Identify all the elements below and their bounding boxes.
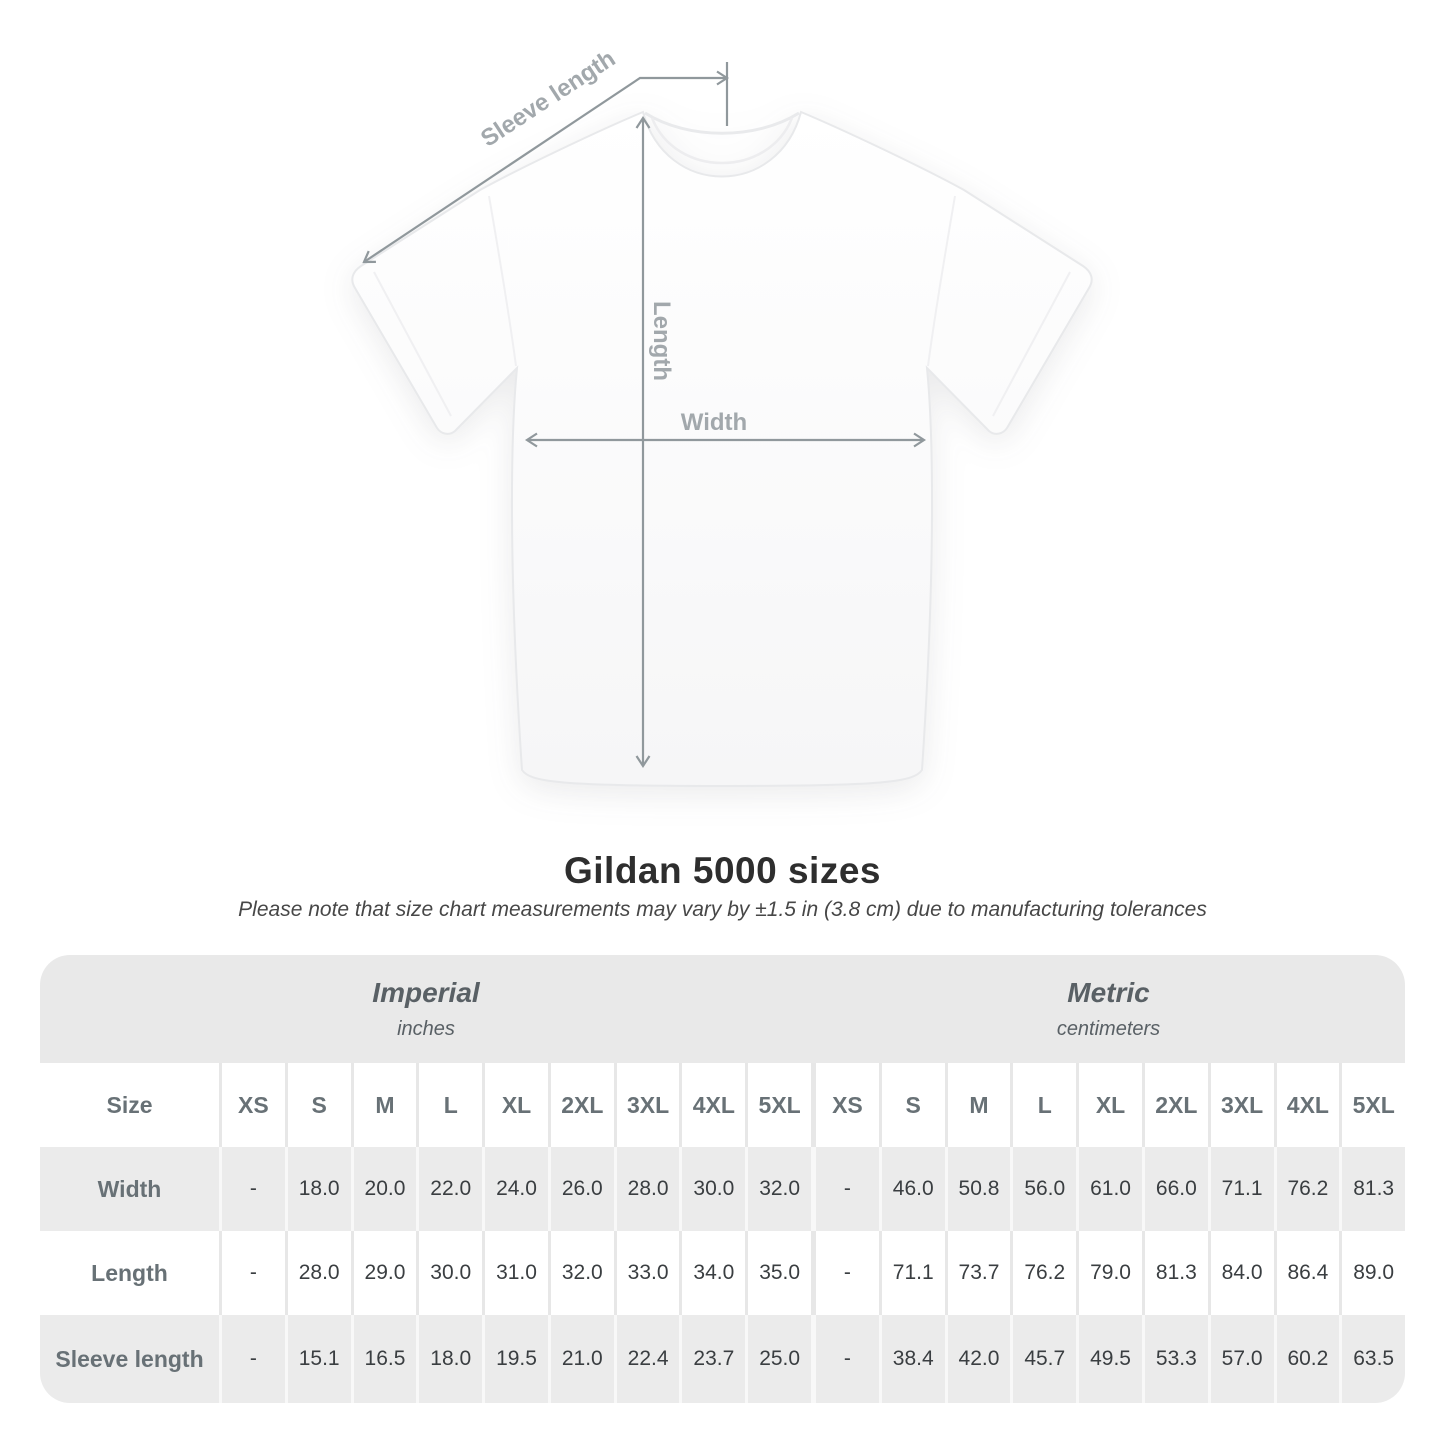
measurement-cell: 53.3 xyxy=(1141,1315,1208,1403)
measurement-cell: 56.0 xyxy=(1010,1147,1076,1231)
measurement-cell: 42.0 xyxy=(944,1315,1011,1403)
size-header-cell: 2XL xyxy=(547,1063,614,1147)
measurement-cell: 76.2 xyxy=(1010,1231,1076,1315)
measurement-cell: 29.0 xyxy=(350,1231,417,1315)
size-table-grid: Size XS S M L XL 2XL 3XL 4XL 5XL XS S M L XL 2XL 3XL 4XL 5… xyxy=(40,1063,1405,1403)
measurement-cell: 30.0 xyxy=(416,1231,482,1315)
tshirt-graphic xyxy=(351,110,1093,788)
metric-title: Metric xyxy=(1067,977,1150,1008)
measurement-cell: 71.1 xyxy=(1207,1147,1274,1231)
measurement-cell: - xyxy=(811,1315,879,1403)
page-title: Gildan 5000 sizes xyxy=(563,850,881,891)
imperial-section-header: Imperial inches xyxy=(40,955,812,1063)
measurement-cell: 34.0 xyxy=(679,1231,745,1315)
size-header-cell: 4XL xyxy=(679,1063,745,1147)
measurement-cell: 57.0 xyxy=(1207,1315,1274,1403)
measurement-cell: - xyxy=(219,1315,285,1403)
size-header-cell: 5XL xyxy=(1339,1063,1405,1147)
unit-system-header: Imperial inches Metric centimeters xyxy=(40,955,1405,1063)
sleeve-length-arrow xyxy=(362,70,730,264)
measurement-cell: 15.1 xyxy=(284,1315,351,1403)
measurement-cell: - xyxy=(219,1231,285,1315)
table-row: Length -28.0 29.0 30.0 31.0 32.0 33.0 34.0 35.0-… xyxy=(40,1231,1405,1315)
size-header-cell: XL xyxy=(1076,1063,1142,1147)
size-header-cell: 5XL xyxy=(745,1063,811,1147)
measurement-cell: - xyxy=(811,1231,879,1315)
measurement-cell: 66.0 xyxy=(1141,1147,1208,1231)
measurement-cell: - xyxy=(811,1147,879,1231)
measurement-cell: 28.0 xyxy=(284,1231,351,1315)
measurement-cell: 25.0 xyxy=(745,1315,811,1403)
size-header-cell: 3XL xyxy=(1207,1063,1274,1147)
size-header-cell: S xyxy=(878,1063,945,1147)
measurement-cell: 19.5 xyxy=(482,1315,548,1403)
measurement-cell: 50.8 xyxy=(944,1147,1011,1231)
size-header-cell: 2XL xyxy=(1141,1063,1208,1147)
size-header-cell: XL xyxy=(482,1063,548,1147)
measurement-cell: 81.3 xyxy=(1339,1147,1405,1231)
measurement-cell: - xyxy=(219,1147,285,1231)
measurement-cell: 20.0 xyxy=(350,1147,417,1231)
measurement-cell: 86.4 xyxy=(1273,1231,1340,1315)
size-table: Imperial inches Metric centimeters Size X… xyxy=(40,955,1405,1403)
measurement-cell: 33.0 xyxy=(613,1231,680,1315)
size-header-cell: M xyxy=(350,1063,417,1147)
measurement-cell: 24.0 xyxy=(482,1147,548,1231)
table-row: Width -18.0 20.0 22.0 24.0 26.0 28.0 30.0 32.0-4… xyxy=(40,1147,1405,1231)
measurement-cell: 21.0 xyxy=(547,1315,614,1403)
measurement-cell: 61.0 xyxy=(1076,1147,1142,1231)
measurement-cell: 18.0 xyxy=(284,1147,351,1231)
measurement-cell: 71.1 xyxy=(878,1231,945,1315)
size-header-cell: XS xyxy=(811,1063,879,1147)
tolerance-note: Please note that size chart measurements… xyxy=(238,898,1207,921)
size-header-cell: L xyxy=(1010,1063,1076,1147)
measurement-cell: 31.0 xyxy=(482,1231,548,1315)
measurement-cell: 73.7 xyxy=(944,1231,1011,1315)
measurement-cell: 38.4 xyxy=(878,1315,945,1403)
size-column-header: Size xyxy=(106,1091,153,1118)
measurement-cell: 45.7 xyxy=(1010,1315,1076,1403)
size-header-cell: 3XL xyxy=(613,1063,680,1147)
measurement-cell: 18.0 xyxy=(416,1315,482,1403)
measurement-cell: 26.0 xyxy=(547,1147,614,1231)
row-label: Length xyxy=(91,1259,168,1286)
row-label: Width xyxy=(97,1175,162,1202)
row-label: Sleeve length xyxy=(55,1345,204,1372)
measurement-cell: 76.2 xyxy=(1273,1147,1340,1231)
measurement-cell: 22.0 xyxy=(416,1147,482,1231)
measurement-cell: 84.0 xyxy=(1207,1231,1274,1315)
measurement-cell: 63.5 xyxy=(1339,1315,1405,1403)
size-header-row: Size XS S M L XL 2XL 3XL 4XL 5XL XS S M L XL 2XL 3XL 4XL 5… xyxy=(40,1063,1405,1147)
metric-unit: centimeters xyxy=(1056,1018,1161,1040)
measurement-cell: 30.0 xyxy=(679,1147,745,1231)
measurement-cell: 79.0 xyxy=(1076,1231,1142,1315)
tshirt-measurement-diagram: Sleeve length Length Width xyxy=(351,45,1093,788)
imperial-title: Imperial xyxy=(372,977,480,1008)
imperial-unit: inches xyxy=(397,1018,455,1040)
table-row: Sleeve length -15.1 16.5 18.0 19.5 21.0 22.4 23… xyxy=(40,1315,1405,1403)
length-label: Length xyxy=(648,301,675,381)
measurement-cell: 32.0 xyxy=(547,1231,614,1315)
measurement-cell: 49.5 xyxy=(1076,1315,1142,1403)
size-header-cell: 4XL xyxy=(1273,1063,1340,1147)
metric-section-header: Metric centimeters xyxy=(812,955,1405,1063)
measurement-cell: 28.0 xyxy=(613,1147,680,1231)
width-label: Width xyxy=(681,409,747,436)
measurement-cell: 60.2 xyxy=(1273,1315,1340,1403)
size-header-cell: L xyxy=(416,1063,482,1147)
measurement-cell: 35.0 xyxy=(745,1231,811,1315)
measurement-cell: 81.3 xyxy=(1141,1231,1208,1315)
measurement-cell: 16.5 xyxy=(350,1315,417,1403)
measurement-cell: 89.0 xyxy=(1339,1231,1405,1315)
measurement-cell: 22.4 xyxy=(613,1315,680,1403)
size-header-cell: M xyxy=(944,1063,1011,1147)
measurement-cell: 32.0 xyxy=(745,1147,811,1231)
size-header-cell: XS xyxy=(219,1063,285,1147)
measurement-cell: 46.0 xyxy=(878,1147,945,1231)
size-header-cell: S xyxy=(284,1063,351,1147)
measurement-cell: 23.7 xyxy=(679,1315,745,1403)
